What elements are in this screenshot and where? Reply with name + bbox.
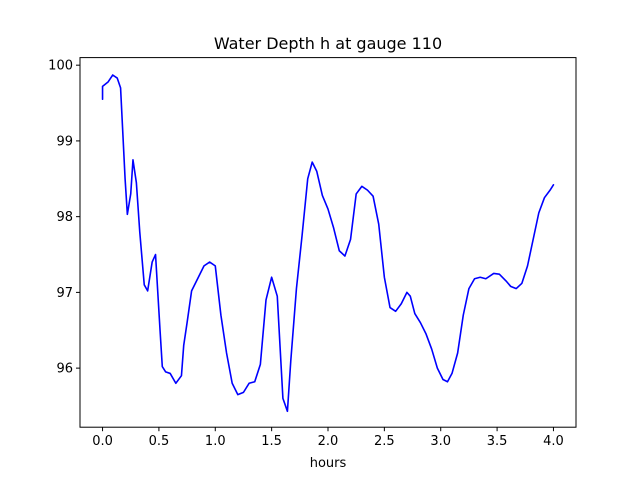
y-tick-label: 96 — [56, 362, 73, 377]
axes-frame — [79, 57, 577, 428]
y-axis: 96 97 98 99 100 — [48, 59, 80, 377]
y-tick-label: 97 — [56, 286, 73, 301]
plot-area — [101, 74, 555, 413]
x-tick-label: 3.5 — [487, 434, 508, 449]
series-line-0 — [101, 74, 555, 413]
x-tick-label: 2.5 — [374, 434, 395, 449]
x-tick-label: 4.0 — [543, 434, 564, 449]
y-tick-label: 99 — [56, 134, 73, 149]
x-tick-label: 0.5 — [149, 434, 170, 449]
x-tick-label: 2.0 — [318, 434, 339, 449]
y-tick-label: 98 — [56, 210, 73, 225]
chart-title: Water Depth h at gauge 110 — [214, 34, 442, 53]
x-tick-label: 3.0 — [430, 434, 451, 449]
x-tick-label: 0.0 — [92, 434, 113, 449]
x-tick-label: 1.0 — [205, 434, 226, 449]
x-axis-label: hours — [310, 456, 347, 471]
x-axis: 0.0 0.5 1.0 1.5 2.0 2.5 3.0 3.5 4.0 — [92, 427, 564, 449]
y-tick-label: 100 — [48, 59, 73, 74]
x-tick-label: 1.5 — [261, 434, 282, 449]
